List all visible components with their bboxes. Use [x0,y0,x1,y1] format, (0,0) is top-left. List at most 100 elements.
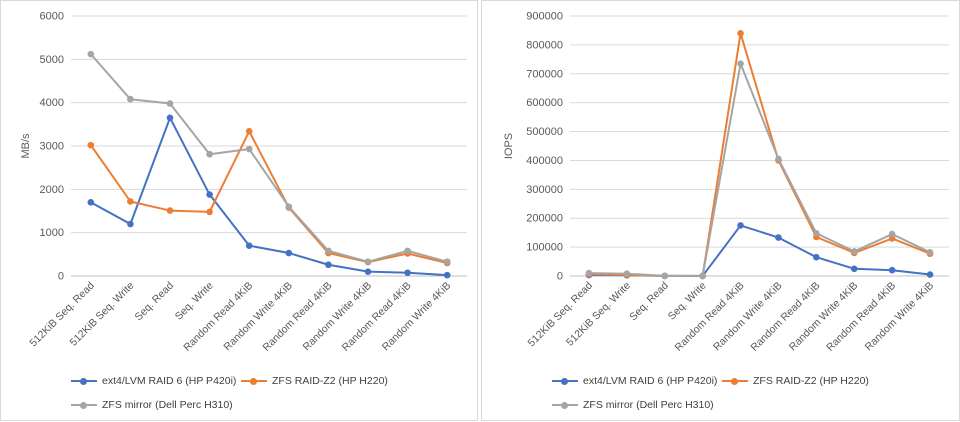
data-point [166,100,174,107]
data-point [813,229,820,237]
legend-item-ext4: ext4/LVM RAID 6 (HP P420i) [552,375,717,387]
y-tick-label: 4000 [40,97,64,109]
data-point [206,208,213,216]
series-zfs-raid-z2-hp-h220 [585,30,934,280]
chart-throughput: 0 1000 2000 3000 4000 5000 6000 MB/s 512KiB Seq.… [20,11,467,354]
x-tick-label: 512KiB Seq. Write [564,280,633,349]
data-point [245,127,253,135]
y-tick-label: 400000 [526,155,563,167]
series-ext4-lvm-raid-6-hp-p420i [585,222,934,280]
y-tick-label: 500000 [526,126,563,138]
data-point [775,234,782,241]
data-point [737,222,744,229]
y-tick-label: 900000 [526,11,563,23]
x-tick-label: Random Read 4KiB [824,280,898,354]
x-tick-label: 512KiB Seq. Read [525,280,595,350]
y-tick-label: 3000 [40,141,64,153]
x-tick-label: Random Read 4KiB [181,280,255,354]
data-point [206,191,213,198]
x-tick-label: Random Read 4KiB [748,280,822,354]
legend-item-raidz2: ZFS RAID-Z2 (HP H220) [241,375,388,387]
x-tick-label: Random Write 4KiB [787,280,861,354]
data-point [87,141,95,149]
legend-item-mirror: ZFS mirror (Dell Perc H310) [71,399,233,411]
y-tick-label: 0 [557,271,563,283]
y-tick-label: 600000 [526,97,563,109]
data-point [325,247,332,255]
data-point [404,247,411,255]
series-zfs-raid-z2-hp-h220 [87,127,451,267]
y-axis-ticks: 0 1000 2000 3000 4000 5000 6000 [40,11,64,283]
data-point [813,253,820,261]
data-point [661,272,669,280]
chart-panel-iops: 0 100000 200000 300000 400000 500000 600000 700… [481,0,960,421]
series-line [89,130,448,264]
data-point [245,145,253,153]
data-point [87,199,95,206]
data-point [87,50,95,58]
data-point [127,198,134,205]
data-point [245,242,253,249]
y-tick-label: 200000 [526,213,563,225]
x-tick-label: Seq. Read [627,280,671,324]
legend-item-mirror: ZFS mirror (Dell Perc H310) [552,399,714,411]
data-point [206,150,213,158]
data-point [585,269,593,277]
data-point [127,220,134,228]
data-point [699,272,706,280]
series-line [588,224,931,277]
data-point [443,271,451,279]
y-axis-label: IOPS [503,133,515,159]
data-point [623,270,631,277]
legend-swatch-ext4 [71,376,97,386]
x-tick-label: Random Read 4KiB [673,280,747,354]
legend-label-ext4: ext4/LVM RAID 6 (HP P420i) [583,375,718,387]
y-tick-label: 300000 [526,184,563,196]
y-axis-ticks: 0 100000 200000 300000 400000 500000 600000 700… [526,11,563,283]
data-point [850,265,858,273]
data-point [285,249,293,257]
data-point [888,230,896,238]
x-tick-label: 512KiB Seq. Read [27,280,97,350]
legend-label-raidz2: ZFS RAID-Z2 (HP H220) [753,375,869,387]
x-tick-label: Random Read 4KiB [340,280,414,354]
legend-swatch-raidz2 [241,376,267,386]
series-line [90,53,448,263]
series-zfs-mirror-dell-perc-h310 [585,60,934,280]
data-point [737,60,744,67]
y-tick-label: 2000 [40,184,64,196]
chart-panel-throughput: 0 1000 2000 3000 4000 5000 6000 MB/s 512KiB Seq.… [0,0,478,421]
legend-label-mirror: ZFS mirror (Dell Perc H310) [583,399,714,411]
legend-label-mirror: ZFS mirror (Dell Perc H310) [102,399,233,411]
data-point [888,266,896,274]
legend-swatch-ext4 [552,376,578,386]
x-tick-label: Random Write 4KiB [221,280,295,354]
y-tick-label: 5000 [40,54,64,66]
x-tick-label: Seq. Read [133,280,177,324]
legend-swatch-mirror [552,400,578,410]
y-tick-label: 800000 [526,39,563,51]
data-point [737,30,744,37]
legend-swatch-mirror [71,400,97,410]
legend-label-raidz2: ZFS RAID-Z2 (HP H220) [272,375,388,387]
x-tick-label: Random Write 4KiB [863,280,937,354]
y-axis-label: MB/s [20,133,32,159]
data-point [285,203,293,210]
data-point [364,268,372,275]
y-tick-label: 6000 [40,11,64,23]
y-tick-label: 700000 [526,68,563,80]
series-line [90,116,448,277]
data-point [127,95,134,103]
data-point [404,269,411,277]
y-tick-label: 0 [58,271,64,283]
x-tick-label: Random Write 4KiB [380,280,454,354]
data-point [926,271,934,278]
series-line [588,62,931,277]
legend-label-ext4: ext4/LVM RAID 6 (HP P420i) [102,375,237,387]
data-point [166,114,174,122]
data-point [364,258,372,266]
series-zfs-mirror-dell-perc-h310 [87,50,451,266]
gridlines [71,15,467,277]
data-point [926,249,934,256]
